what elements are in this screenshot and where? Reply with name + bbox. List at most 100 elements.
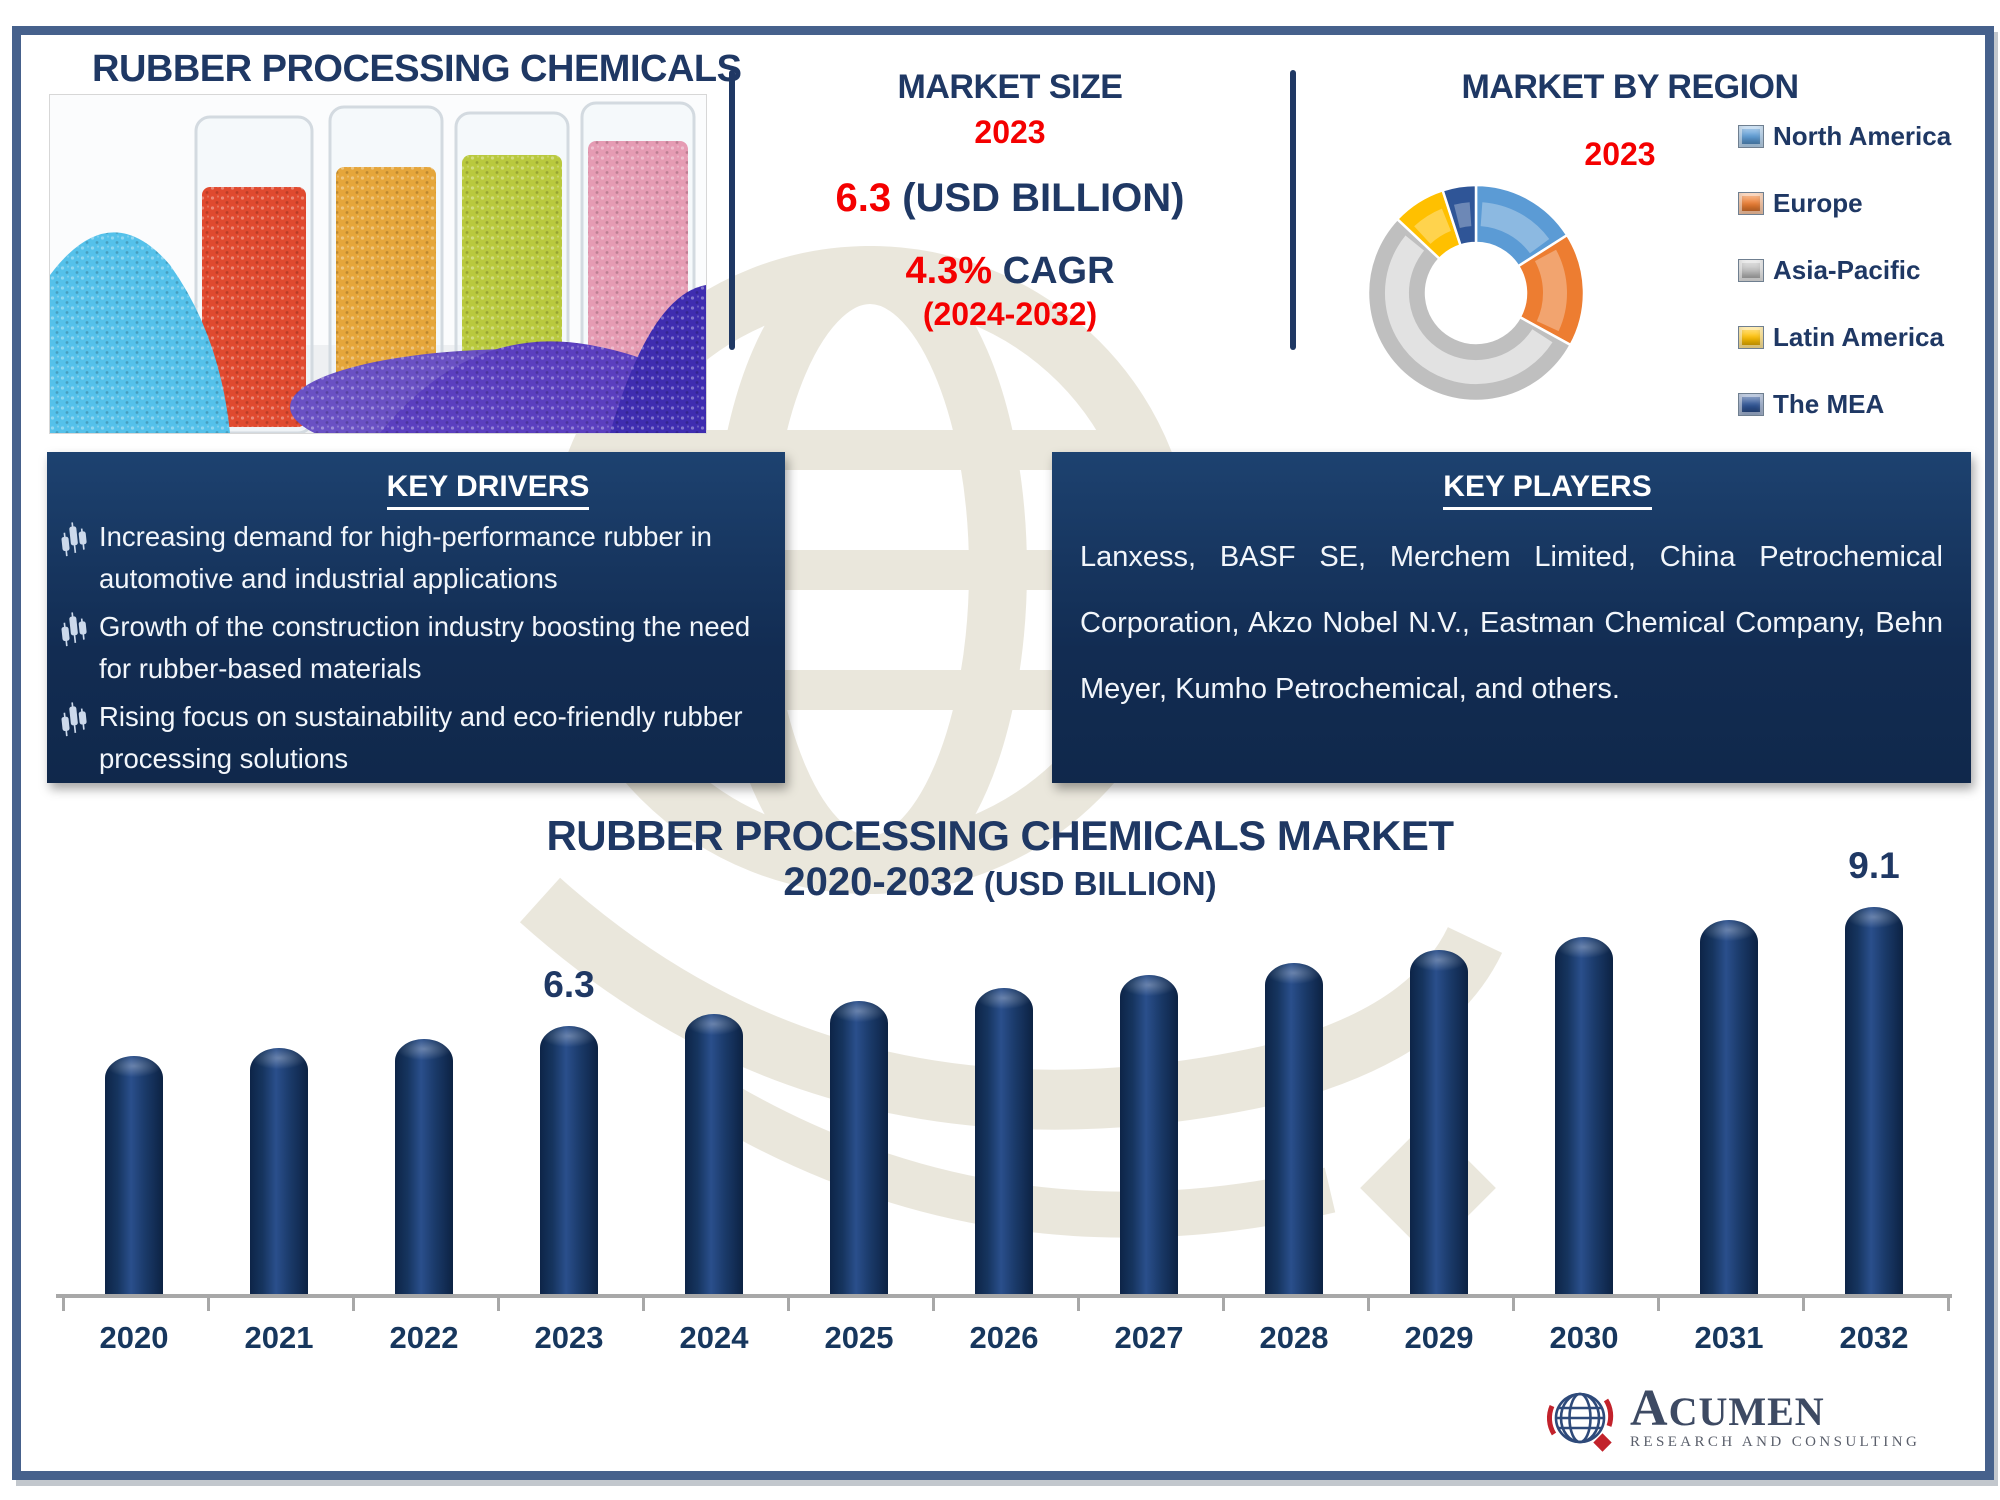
key-driver-item: Rising focus on sustainability and eco-f… [47, 696, 785, 780]
acumen-logo-name: ACUMEN [1630, 1380, 1825, 1437]
candlestick-chart-icon [59, 516, 99, 565]
key-drivers-box: KEY DRIVERS Increasing demand for high-p… [47, 452, 785, 783]
bar-2031 [1700, 920, 1758, 1294]
cagr-period: (2024-2032) [922, 296, 1098, 332]
bar-2030 [1555, 937, 1613, 1294]
x-axis-tick [641, 1298, 645, 1311]
rubber-pellets-photo [49, 94, 707, 434]
x-tick-label-2030: 2030 [1549, 1320, 1619, 1355]
market-by-region-year: 2023 [1584, 136, 1656, 172]
market-by-region-heading: MARKET BY REGION [1461, 68, 1799, 106]
x-tick-label-2031: 2031 [1694, 1320, 1764, 1355]
bar-chart-unit: (USD BILLION) [974, 865, 1217, 902]
donut-segment-highlight [1414, 208, 1452, 245]
x-tick-label-2032: 2032 [1839, 1320, 1909, 1355]
donut-segment-highlight [1534, 249, 1567, 332]
bar-2026 [975, 988, 1033, 1294]
bar-data-label-2023: 6.3 [543, 964, 595, 1006]
region-donut-chart [1366, 183, 1586, 403]
market-size-number: 6.3 [835, 176, 892, 220]
market-cagr: 4.3% CAGR [735, 250, 1285, 293]
key-players-box: KEY PLAYERS Lanxess, BASF SE, Merchem Li… [1052, 452, 1971, 783]
donut-segment-the-mea [1441, 183, 1478, 248]
x-axis-line [56, 1294, 1952, 1298]
x-axis-tick [1801, 1298, 1805, 1311]
key-driver-text: Increasing demand for high-performance r… [99, 521, 712, 594]
legend-label: North America [1773, 121, 1952, 151]
bar-chart-subtitle: 2020-2032 (USD BILLION) [783, 860, 1217, 904]
legend-label: Asia-Pacific [1773, 255, 1921, 285]
x-tick-label-2024: 2024 [679, 1320, 749, 1355]
key-driver-text: Rising focus on sustainability and eco-f… [99, 701, 743, 774]
acumen-logo: ACUMEN RESEARCH AND CONSULTING [1540, 1380, 1970, 1460]
x-axis-tick [1656, 1298, 1660, 1311]
legend-swatch [1738, 125, 1764, 148]
market-size-year: 2023 [974, 114, 1046, 150]
acumen-logo-text: ACUMEN RESEARCH AND CONSULTING [1630, 1380, 1921, 1451]
key-driver-text: Growth of the construction industry boos… [99, 611, 751, 684]
bar-2032 [1845, 907, 1903, 1294]
legend-item-asia-pacific: Asia-Pacific [1738, 255, 1920, 286]
acumen-globe-icon [1546, 1392, 1614, 1452]
legend-item-latin-america: Latin America [1738, 322, 1944, 353]
legend-swatch [1738, 326, 1764, 349]
x-tick-label-2025: 2025 [824, 1320, 894, 1355]
cagr-label: CAGR [992, 250, 1115, 292]
legend-item-the-mea: The MEA [1738, 389, 1884, 420]
section-divider [1290, 70, 1296, 350]
cagr-number: 4.3% [905, 250, 993, 292]
legend-label: The MEA [1773, 389, 1885, 419]
legend-swatch [1738, 259, 1764, 282]
x-tick-label-2023: 2023 [534, 1320, 604, 1355]
x-tick-label-2027: 2027 [1114, 1320, 1184, 1355]
x-axis-tick [206, 1298, 210, 1311]
x-axis-tick [61, 1298, 65, 1311]
x-axis-tick [1221, 1298, 1225, 1311]
legend-label: Europe [1773, 188, 1863, 218]
page-border [12, 26, 1994, 1480]
x-tick-label-2026: 2026 [969, 1320, 1039, 1355]
bar-2029 [1410, 949, 1468, 1294]
bar-2020 [105, 1056, 163, 1294]
legend-swatch [1738, 393, 1764, 416]
key-players-text: Lanxess, BASF SE, Merchem Limited, China… [1080, 541, 1943, 705]
candlestick-chart-icon [59, 696, 99, 745]
x-axis-tick [1366, 1298, 1370, 1311]
page-title: RUBBER PROCESSING CHEMICALS [92, 48, 742, 90]
bar-chart-title: RUBBER PROCESSING CHEMICALS MARKET [546, 812, 1454, 859]
key-drivers-list: Increasing demand for high-performance r… [47, 516, 785, 780]
x-axis-tick [351, 1298, 355, 1311]
bar-2025 [830, 1000, 888, 1294]
market-size-value: 6.3 (USD BILLION) [735, 176, 1285, 221]
donut-segment-highlight [1453, 202, 1472, 229]
market-size-unit: (USD BILLION) [891, 176, 1185, 220]
key-players-heading: KEY PLAYERS [1088, 470, 2000, 510]
x-axis-tick [1511, 1298, 1515, 1311]
section-divider [729, 70, 735, 350]
bar-2023 [540, 1026, 598, 1294]
candlestick-chart-icon [59, 606, 99, 655]
legend-item-north-america: North America [1738, 121, 1951, 152]
bar-2024 [685, 1013, 743, 1294]
bar-data-label-2032: 9.1 [1848, 845, 1900, 887]
key-driver-item: Increasing demand for high-performance r… [47, 516, 785, 600]
x-axis-tick [931, 1298, 935, 1311]
legend-label: Latin America [1773, 322, 1944, 352]
x-tick-label-2021: 2021 [244, 1320, 314, 1355]
legend-item-europe: Europe [1738, 188, 1863, 219]
x-axis-tick [1076, 1298, 1080, 1311]
x-axis-tick [496, 1298, 500, 1311]
legend-swatch [1738, 192, 1764, 215]
x-tick-label-2029: 2029 [1404, 1320, 1474, 1355]
donut-segment-highlight [1480, 202, 1550, 254]
x-tick-label-2028: 2028 [1259, 1320, 1329, 1355]
bar-2027 [1120, 975, 1178, 1294]
market-size-heading: MARKET SIZE [897, 68, 1123, 106]
x-tick-label-2022: 2022 [389, 1320, 459, 1355]
x-axis-tick [1946, 1298, 1950, 1311]
bar-2021 [250, 1047, 308, 1294]
donut-segment-highlight [1385, 235, 1553, 385]
acumen-logo-tagline: RESEARCH AND CONSULTING [1630, 1434, 1921, 1450]
x-tick-label-2020: 2020 [99, 1320, 169, 1355]
